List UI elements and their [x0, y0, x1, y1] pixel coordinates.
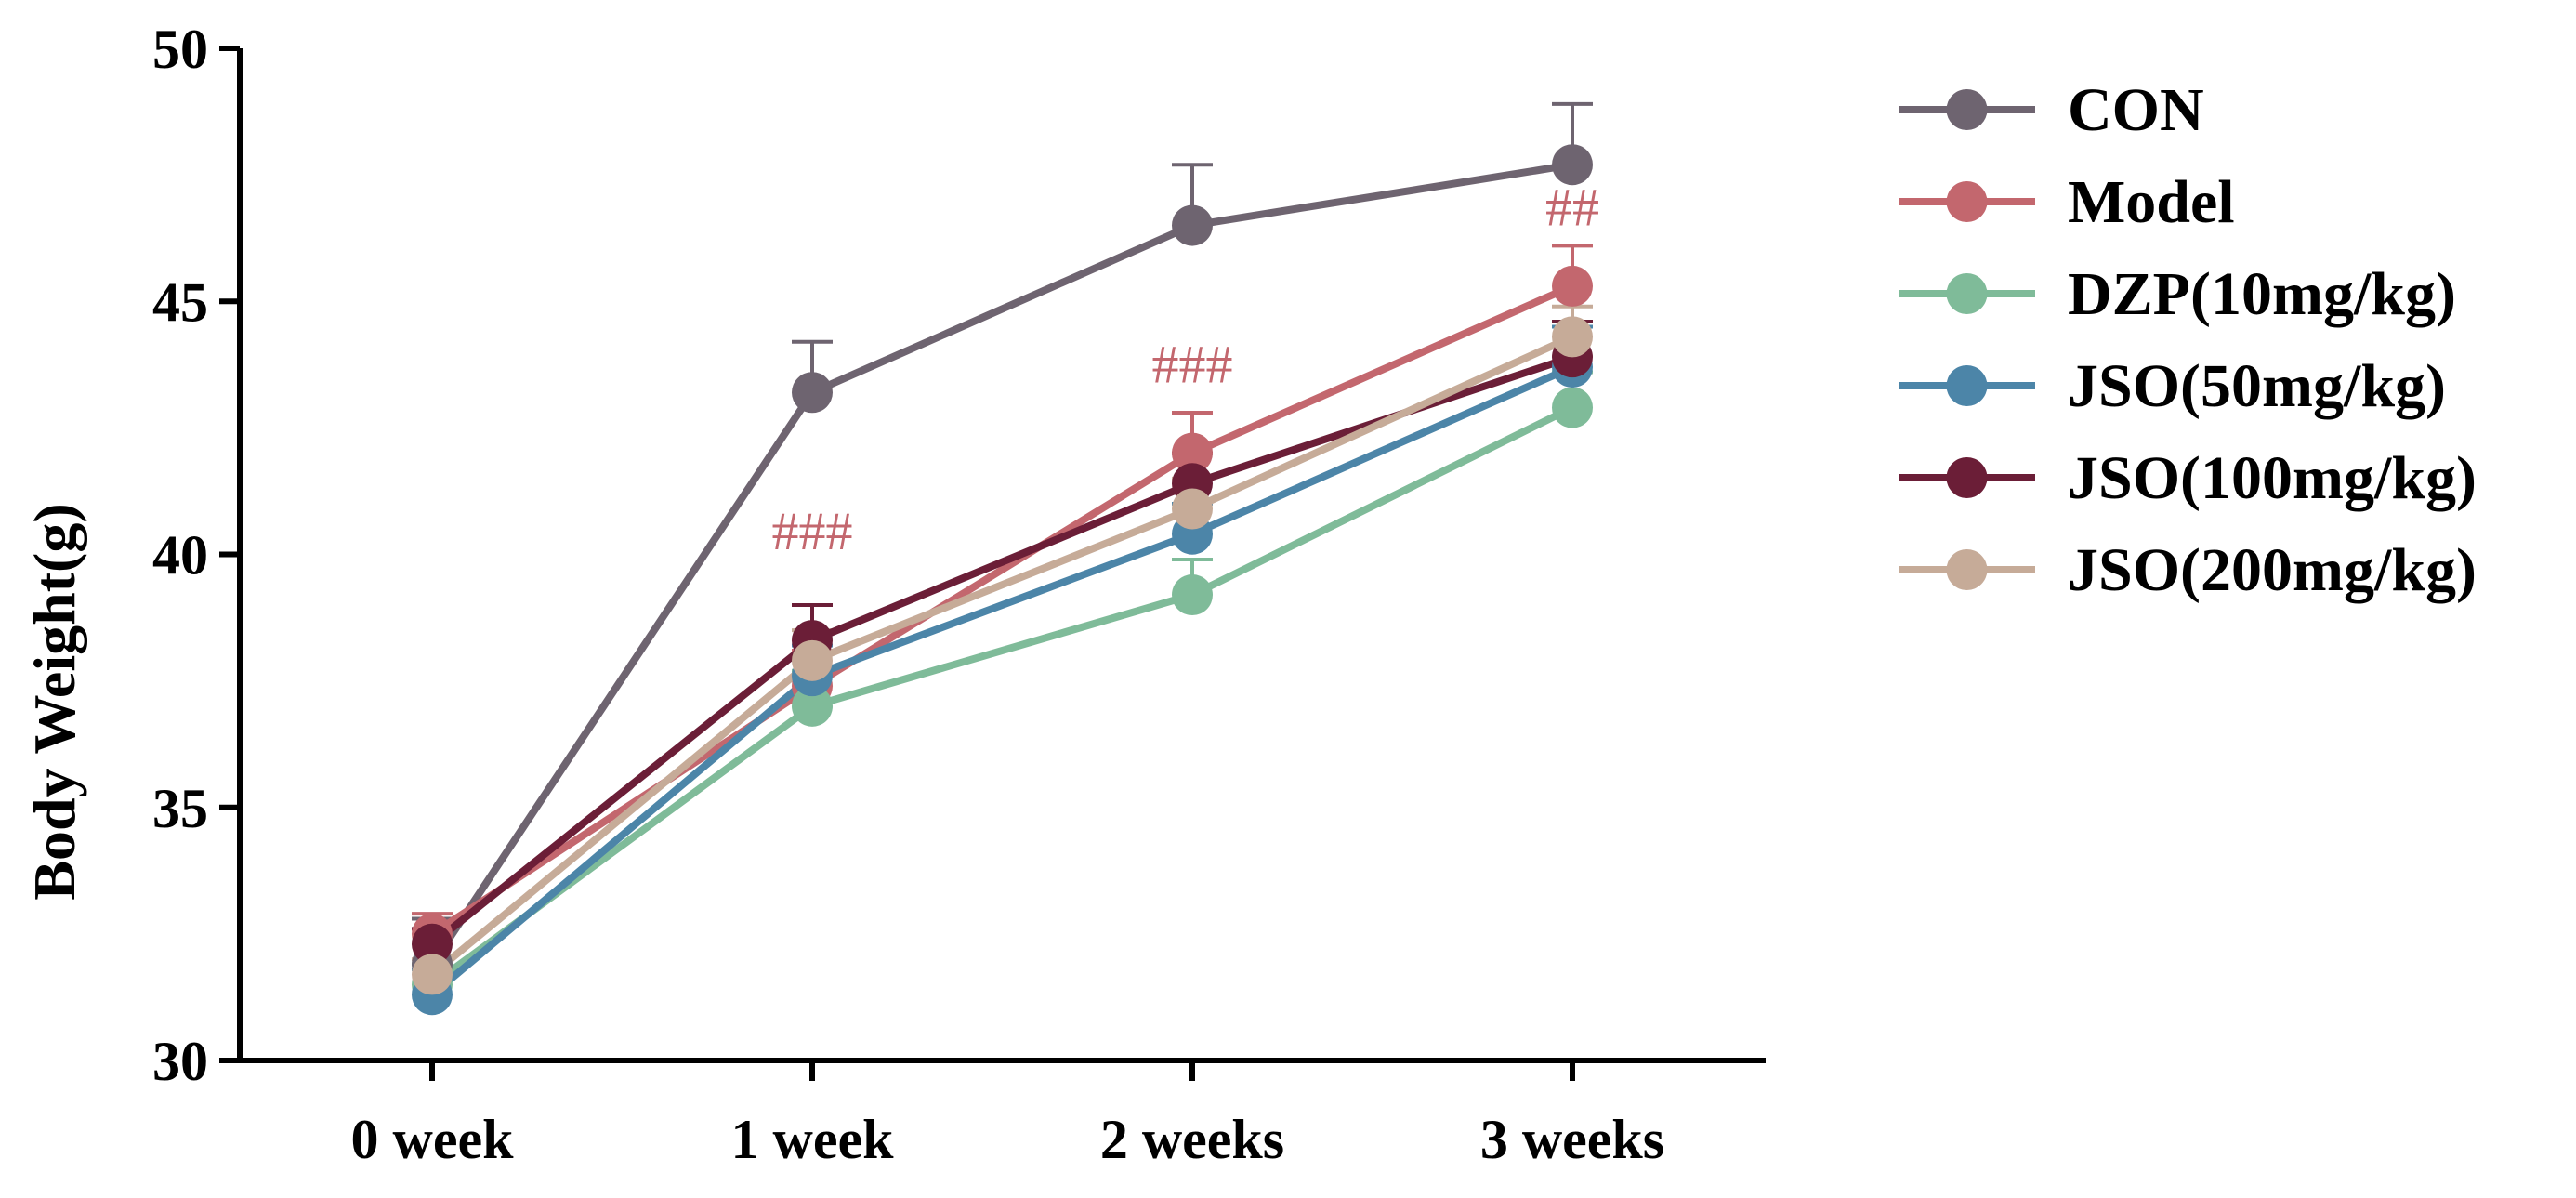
legend-label: CON [2068, 76, 2204, 144]
legend-item: JSO(50mg/kg) [1899, 352, 2446, 420]
data-point [1172, 432, 1213, 474]
series-line-con [428, 161, 1573, 967]
x-tick-label: 3 weeks [1480, 1109, 1664, 1170]
y-tick-label: 30 [152, 1031, 208, 1092]
y-tick-label: 50 [152, 19, 208, 80]
y-tick-label: 40 [152, 525, 208, 586]
legend-marker [1946, 549, 1988, 590]
data-point [1552, 387, 1593, 428]
legend-label: Model [2068, 168, 2235, 236]
legend-label: DZP(10mg/kg) [2068, 260, 2456, 328]
data-point [792, 372, 833, 414]
data-point [1552, 265, 1593, 307]
x-tick-label: 2 weeks [1100, 1109, 1284, 1170]
legend-item: JSO(200mg/kg) [1899, 536, 2477, 604]
data-point [412, 923, 453, 965]
legend-item: JSO(100mg/kg) [1899, 444, 2477, 512]
y-tick-label: 45 [152, 271, 208, 333]
series-line-dzp-10mg-kg [429, 404, 1574, 988]
data-point [1172, 204, 1213, 246]
significance-mark: ### [772, 501, 853, 561]
series-line-jso-50mg-kg [429, 363, 1574, 998]
legend-marker [1946, 181, 1988, 222]
x-tick-label: 1 week [731, 1109, 895, 1170]
data-point [1552, 316, 1593, 358]
series-line-jso-200mg-kg [429, 333, 1574, 978]
data-point [1172, 574, 1213, 616]
legend-marker [1946, 273, 1988, 314]
legend: CON Model DZP(10mg/kg) JSO(50mg/kg) JSO(100m… [1899, 76, 2477, 604]
data-point [1172, 488, 1213, 530]
x-tick-label: 0 week [351, 1109, 515, 1170]
legend-marker [1946, 457, 1988, 498]
legend-item: Model [1899, 168, 2235, 236]
axes: 30 35 40 45 50 0 week 1 week 2 weeks 3 weeks [152, 19, 1766, 1170]
legend-marker [1946, 89, 1988, 130]
y-axis-title: Body Weight(g) [21, 503, 87, 900]
data-point [792, 685, 833, 727]
legend-label: JSO(100mg/kg) [2068, 444, 2477, 512]
significance-annotations: ######## [772, 178, 1600, 561]
data-point [412, 954, 453, 995]
series-lines [412, 144, 1593, 1016]
data-point [1552, 144, 1593, 186]
data-point [792, 639, 833, 681]
legend-item: CON [1899, 76, 2204, 144]
legend-marker [1946, 365, 1988, 406]
legend-item: DZP(10mg/kg) [1899, 260, 2456, 328]
legend-label: JSO(200mg/kg) [2068, 536, 2477, 604]
significance-mark: ## [1545, 178, 1599, 238]
y-tick-label: 35 [152, 778, 208, 839]
legend-label: JSO(50mg/kg) [2068, 352, 2446, 420]
significance-mark: ### [1152, 334, 1233, 394]
series-line-model [429, 283, 1574, 938]
